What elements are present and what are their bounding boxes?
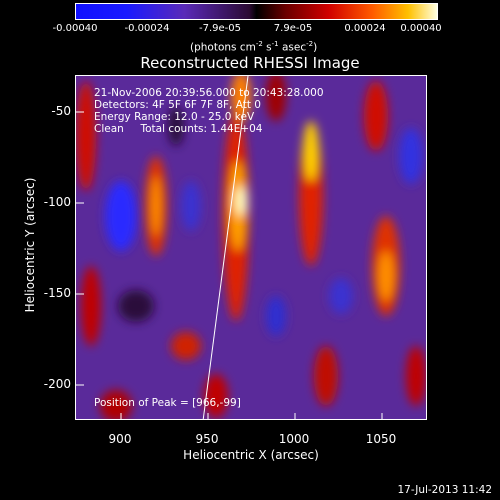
negative-regions — [105, 106, 423, 336]
y-axis-label: Heliocentric Y (arcsec) — [23, 177, 37, 313]
x-axis-label: Heliocentric X (arcsec) — [183, 448, 319, 462]
colorbar-units: (photons cm-2 s-1 asec-2) — [190, 40, 318, 54]
colorbar-tick: -0.00040 — [52, 23, 98, 34]
colorbar-tick: -7.9e-05 — [199, 23, 241, 34]
time-range-label: 21-Nov-2006 20:39:56.000 to 20:43:28.000 — [94, 87, 324, 99]
rhessi-image — [75, 75, 427, 420]
axis-ticks — [76, 111, 383, 419]
colorbar-tick: 0.00040 — [400, 23, 442, 34]
timestamp: 17-Jul-2013 11:42 — [397, 484, 492, 496]
colorbar — [75, 3, 438, 20]
peak-position-label: Position of Peak = [966,-99] — [94, 397, 241, 409]
y-tick: -150 — [43, 286, 71, 300]
y-tick: -200 — [43, 377, 71, 391]
detectors-label: Detectors: 4F 5F 6F 7F 8F, Att 0 — [94, 99, 261, 111]
x-tick: 1000 — [278, 432, 310, 446]
positive-regions — [76, 76, 426, 419]
colorbar-tick: 0.00024 — [344, 23, 386, 34]
clean-counts-label: Clean Total counts: 1.44E+04 — [94, 123, 263, 135]
y-tick: -100 — [43, 195, 71, 209]
image-canvas — [76, 76, 426, 419]
solar-limb-line — [202, 76, 249, 419]
x-tick: 900 — [108, 432, 132, 446]
colorbar-tick: -0.00024 — [124, 23, 170, 34]
y-tick: -50 — [51, 104, 71, 118]
energy-range-label: Energy Range: 12.0 - 25.0 keV — [94, 111, 255, 123]
x-tick: 1050 — [365, 432, 397, 446]
plot-title: Reconstructed RHESSI Image — [140, 54, 360, 72]
colorbar-tick: 7.9e-05 — [273, 23, 313, 34]
x-tick: 950 — [195, 432, 219, 446]
colorbar-ticks: -0.00040 -0.00024 -7.9e-05 7.9e-05 0.000… — [53, 3, 442, 37]
